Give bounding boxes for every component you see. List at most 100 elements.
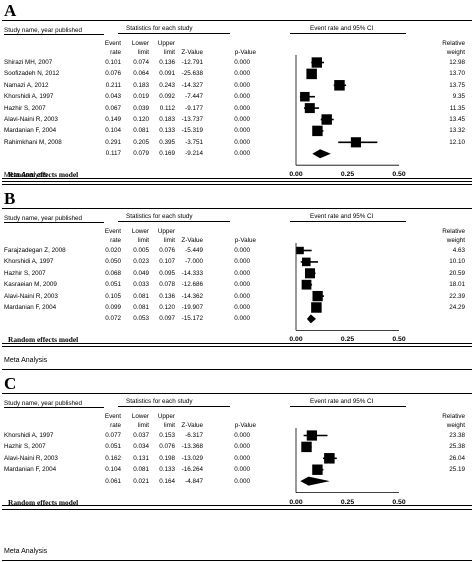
study-header-underline [4,407,104,408]
study-point [312,290,323,302]
z-value: -14.333 [181,269,203,277]
p-value-header: p-Value [234,237,256,244]
upper-limit: 0.136 [159,59,175,66]
relative-weight: 18.01 [449,281,465,289]
lower-limit: 0.005 [133,247,149,254]
panel-letter: C [4,374,17,393]
stats-group-header: Statistics for each study [126,25,193,32]
event-rate: 0.061 [105,477,121,485]
event-rate: 0.101 [105,59,121,66]
p-value: 0.000 [234,59,250,66]
lower-limit: 0.037 [133,432,149,439]
event-rate: 0.051 [105,443,121,451]
plot-group-underline [290,33,406,34]
upper-header: Upper [157,228,175,235]
random-effects-label: Random effects model [8,497,79,507]
z-value: -6.317 [185,432,203,439]
stats-group-underline [118,33,230,34]
study-name: Alavi-Naini R, 2003 [4,292,58,300]
lower-limit: 0.081 [133,292,149,300]
study-name: Mardanian F, 2004 [4,466,57,474]
panel-separator [2,560,472,561]
upper-limit: 0.133 [159,127,175,135]
forest-plot-area [295,243,399,331]
study-point [311,302,322,313]
upper-limit: 0.243 [159,81,175,89]
p-value: 0.000 [234,281,250,289]
z-value-header: Z-Value [181,237,203,244]
lower-header: Lower [131,40,149,47]
upper-limit: 0.076 [159,247,175,254]
event-rate: 0.291 [105,138,121,146]
upper-limit: 0.183 [159,116,175,123]
x-tick-label: 0.00 [289,171,303,179]
study-name: Hazhir S, 2007 [4,104,46,112]
study-point [350,137,362,148]
relative-weight: 11.35 [449,104,465,112]
event-rate: 0.076 [105,70,121,78]
p-value: 0.000 [234,315,250,323]
study-name: Khorshidi A, 1997 [4,258,54,266]
random-effects-label: Random effects model [8,335,79,345]
upper-limit: 0.395 [159,138,175,146]
study-name: Mardanian F, 2004 [4,304,57,311]
relative-weight: 25.19 [449,466,465,474]
panel-separator [2,346,472,348]
event-rate: 0.020 [105,247,121,254]
p-value: 0.000 [234,138,250,146]
event-rate: 0.162 [105,454,121,462]
panel-separator [2,181,472,183]
z-value: -13.368 [181,443,203,451]
z-value: -9.214 [185,150,203,158]
weight-header: Relative [442,413,465,420]
relative-weight: 22.39 [449,292,465,300]
p-value: 0.000 [234,127,250,135]
relative-weight: 13.32 [449,127,465,135]
lower-header-line2: limit [137,49,149,56]
upper-limit: 0.107 [159,258,175,266]
relative-weight: 12.98 [449,59,465,66]
upper-limit: 0.091 [159,70,175,78]
p-value: 0.000 [234,454,250,462]
p-value: 0.000 [234,70,250,78]
study-column-header: Study name, year published [4,400,83,407]
study-column-header: Study name, year published [4,27,83,34]
lower-limit: 0.039 [133,104,149,112]
event-rate: 0.104 [105,466,121,474]
p-value: 0.000 [234,247,250,254]
relative-weight: 23.38 [449,432,465,439]
study-point [321,114,332,125]
event-rate: 0.211 [105,81,121,89]
event-rate: 0.067 [105,104,121,112]
plot-group-header: Event rate and 95% CI [310,398,374,405]
upper-header-line2: limit [163,237,175,244]
forest-plot-area [295,55,399,166]
p-value: 0.000 [234,432,250,439]
z-value: -12.686 [181,281,203,289]
lower-limit: 0.023 [133,258,149,266]
study-point [304,103,315,114]
study-name: Hazhir S, 2007 [4,443,46,451]
event-rate: 0.050 [105,258,121,266]
study-name: Alavi-Naini R, 2003 [4,454,58,462]
event-rate: 0.072 [105,315,121,323]
study-point [306,430,317,441]
upper-limit: 0.198 [159,454,175,462]
event-header-line2: rate [110,237,121,244]
upper-limit: 0.078 [159,281,175,289]
stats-group-header: Statistics for each study [126,398,193,405]
x-tick-label: 0.50 [392,498,406,506]
event-rate: 0.043 [105,93,121,101]
p-value: 0.000 [234,269,250,277]
z-value: -4.847 [185,477,203,485]
x-tick-label: 0.50 [392,336,406,344]
study-point [324,453,335,464]
event-header-line2: rate [110,49,121,56]
study-name: Namazi A, 2012 [4,81,49,89]
p-value: 0.000 [234,93,250,101]
upper-header: Upper [157,40,175,47]
relative-weight: 24.29 [449,304,465,311]
x-tick-label: 0.00 [289,498,303,506]
event-rate: 0.068 [105,269,121,277]
upper-limit: 0.136 [159,292,175,300]
